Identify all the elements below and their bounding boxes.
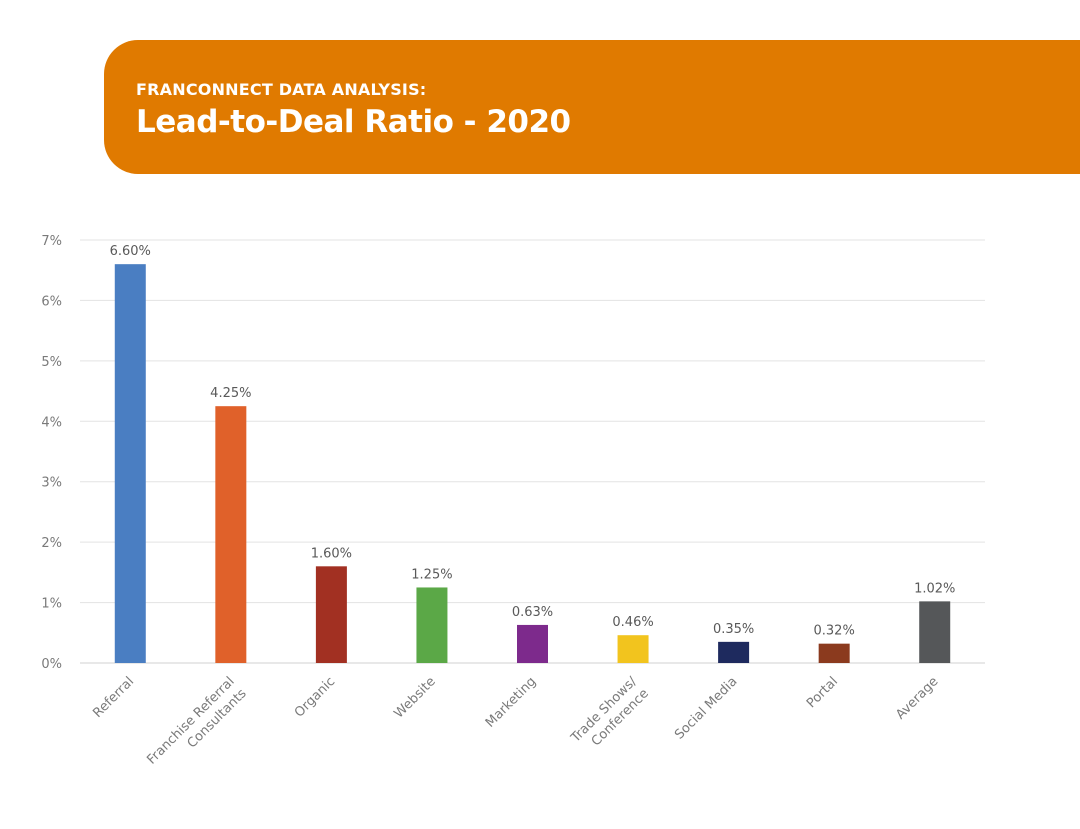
data-label: 0.32% (814, 624, 855, 639)
y-tick-label: 6% (41, 294, 62, 309)
data-label: 6.60% (110, 244, 151, 259)
y-tick-label: 5% (41, 355, 62, 370)
chart-title: Lead-to-Deal Ratio - 2020 (136, 104, 571, 140)
data-label: 0.46% (612, 615, 653, 630)
data-labels: 6.60% 4.25% 1.60% 1.25% 0.63% 0.46% 0.35% 0.32%… (110, 244, 956, 638)
x-tick-label: Website (392, 674, 439, 721)
y-tick-label: 4% (41, 415, 62, 430)
x-tick-label-line: Website (392, 674, 439, 721)
bar (416, 587, 448, 663)
y-axis: 0% 1% 2% 3% 4% 5% 6% 7% (41, 234, 62, 672)
data-label: 0.63% (512, 605, 553, 620)
x-tick-label: Portal (804, 674, 841, 711)
x-tick-label: Average (893, 674, 941, 722)
x-tick-label-line: Social Media (672, 674, 740, 742)
y-tick-label: 3% (41, 476, 62, 491)
y-tick-label: 1% (41, 597, 62, 612)
bar (919, 601, 951, 663)
header-subtitle: FRANCONNECT DATA ANALYSIS: (136, 80, 427, 99)
bar (114, 264, 146, 663)
data-label: 0.35% (713, 622, 754, 637)
y-tick-label: 7% (41, 234, 62, 249)
bar (818, 643, 850, 663)
bar (215, 406, 247, 663)
data-label: 1.25% (411, 567, 452, 582)
x-tick-label: Social Media (672, 674, 740, 742)
x-tick-label: Trade Shows/Conference (568, 674, 653, 759)
header-banner: FRANCONNECT DATA ANALYSIS: Lead-to-Deal … (104, 40, 1080, 174)
y-tick-label: 0% (41, 657, 62, 672)
data-label: 4.25% (210, 386, 251, 401)
x-tick-label: Organic (292, 674, 338, 720)
x-tick-label-line: Referral (90, 674, 137, 721)
bar (517, 624, 548, 663)
x-axis: Referral Franchise ReferralConsultants Org… (90, 674, 941, 780)
y-tick-label: 2% (41, 536, 62, 551)
x-tick-label: Marketing (483, 674, 539, 730)
x-tick-label-line: Portal (804, 674, 841, 711)
data-label: 1.60% (311, 546, 352, 561)
x-tick-label: Franchise ReferralConsultants (144, 674, 250, 780)
x-tick-label: Referral (90, 674, 137, 721)
x-tick-label-line: Average (893, 674, 941, 722)
bar (617, 635, 649, 663)
bars (114, 264, 951, 663)
data-label: 1.02% (914, 581, 955, 596)
bar (718, 641, 750, 663)
x-tick-label-line: Marketing (483, 674, 539, 730)
x-tick-label-line: Organic (292, 674, 338, 720)
bar (315, 566, 347, 663)
